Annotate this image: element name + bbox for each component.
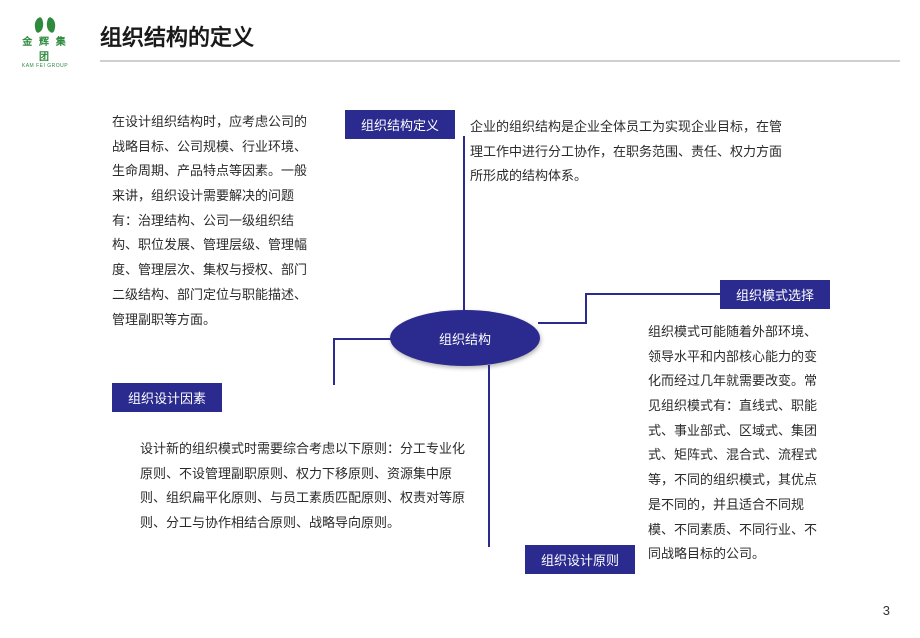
text-top-left: 在设计组织结构时，应考虑公司的战略目标、公司规模、行业环境、生命周期、产品特点等… <box>112 110 312 332</box>
center-node: 组织结构 <box>390 310 540 366</box>
label-definition: 组织结构定义 <box>345 110 455 139</box>
connector-line <box>333 338 335 385</box>
title-divider <box>100 60 900 62</box>
text-bottom-left: 设计新的组织模式时需要综合考虑以下原则：分工专业化原则、不设管理副职原则、权力下… <box>140 437 470 536</box>
text-bottom-right: 组织模式可能随着外部环境、领导水平和内部核心能力的变化而经过几年就需要改变。常见… <box>648 320 828 567</box>
text-top-right: 企业的组织结构是企业全体员工为实现企业目标，在管理工作中进行分工协作，在职务范围… <box>470 115 790 189</box>
logo-english: KAM FEI GROUP <box>15 63 75 69</box>
connector-line <box>488 365 490 547</box>
logo-chinese: 金 辉 集 团 <box>15 33 75 63</box>
connector-line <box>585 293 587 323</box>
page-number: 3 <box>883 603 890 618</box>
label-mode: 组织模式选择 <box>720 280 830 309</box>
connector-line <box>463 136 465 312</box>
connector-line <box>333 338 393 340</box>
label-principle: 组织设计原则 <box>525 545 635 574</box>
label-factor: 组织设计因素 <box>112 383 222 412</box>
slide-title: 组织结构的定义 <box>100 20 254 52</box>
logo-leaf-icon <box>15 18 75 32</box>
connector-line <box>585 293 722 295</box>
company-logo: 金 辉 集 团 KAM FEI GROUP <box>15 18 75 56</box>
connector-line <box>538 322 587 324</box>
